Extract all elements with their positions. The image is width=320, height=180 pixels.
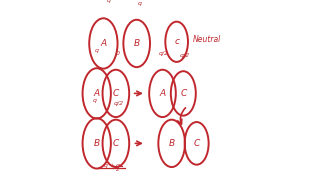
Text: q: q — [138, 1, 142, 6]
Text: C: C — [113, 139, 119, 148]
Text: B: B — [94, 139, 100, 148]
Text: A: A — [159, 89, 165, 98]
Text: B: B — [169, 139, 175, 148]
Text: q/2: q/2 — [180, 53, 190, 58]
Text: q +: q + — [104, 163, 115, 168]
Text: q: q — [93, 98, 97, 103]
Text: C: C — [113, 89, 119, 98]
Text: c: c — [174, 37, 179, 46]
Text: 0: 0 — [116, 51, 120, 56]
Text: B: B — [134, 39, 140, 48]
Text: A: A — [100, 39, 107, 48]
Text: q/2: q/2 — [159, 51, 169, 56]
Text: C: C — [194, 139, 200, 148]
Text: q/2: q/2 — [114, 100, 124, 105]
Text: C: C — [180, 89, 187, 98]
Text: q: q — [116, 163, 120, 168]
Text: 2: 2 — [116, 167, 119, 172]
Text: q: q — [106, 0, 110, 3]
Text: Neutral: Neutral — [192, 35, 221, 44]
Text: A: A — [94, 89, 100, 98]
Text: q: q — [95, 48, 99, 53]
